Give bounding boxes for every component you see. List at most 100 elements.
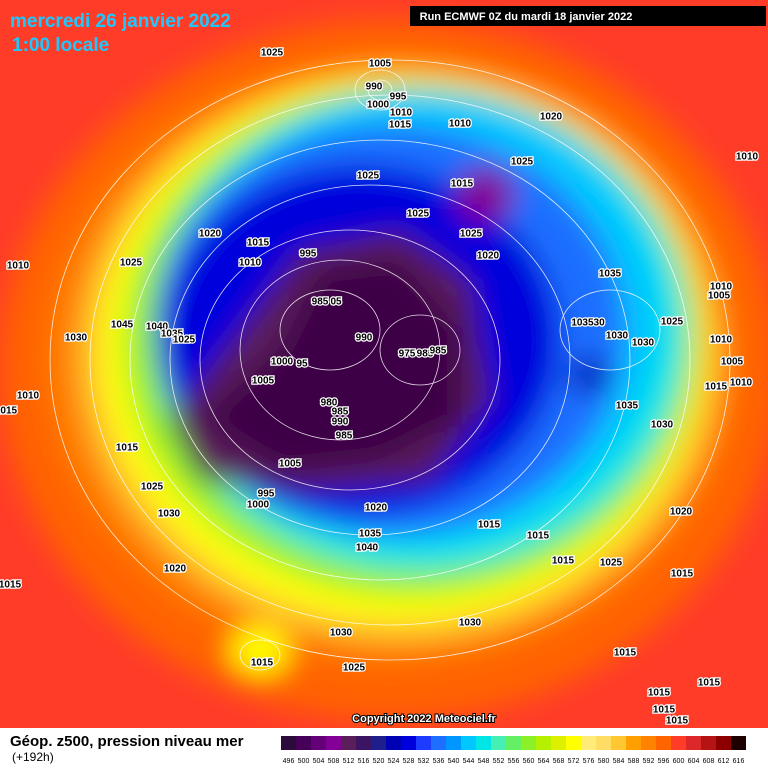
isobar-label: 1030 [632,338,655,349]
colorbar-swatch [671,736,686,750]
colorbar-swatch [596,736,611,750]
isobar-label: 1015 [116,443,139,454]
colorbar-label: 536 [433,758,445,765]
colorbar-label: 544 [463,758,475,765]
colorbar-swatch [371,736,386,750]
isobar-label: 985 [417,349,434,360]
isobar-label: 1025 [661,317,684,328]
isobar-label: 1030 [158,509,181,520]
colorbar-swatch [296,736,311,750]
colorbar-swatch [701,736,716,750]
colorbar-label: 576 [583,758,595,765]
isobar-label: 985 [312,297,329,308]
isobar-label: 1020 [540,112,563,123]
colorbar-label: 604 [688,758,700,765]
isobar-label: 1015 [0,406,18,417]
isobar-label: 980 [321,398,338,409]
isobar-label: 1005 [708,291,731,302]
colorbar-label: 552 [493,758,505,765]
colorbar-label: 548 [478,758,490,765]
colorbar-swatch [581,736,596,750]
isobar-label: 1025 [357,171,380,182]
isobar-label: 1000 [271,357,294,368]
isobar-label: 1010 [390,108,413,119]
isobar-label: 1025 [460,229,483,240]
isobar-label: 1005 [369,59,392,70]
isobar-label: 1010 [239,258,262,269]
isobar-label: 1045 [111,320,134,331]
isobar-label: 1015 [251,658,274,669]
isobar-label: 995 [390,92,407,103]
isobar-label: 1025 [173,335,196,346]
colorbar-swatch [311,736,326,750]
isobar-label: 1035 [359,529,382,540]
colorbar-swatch [731,736,746,750]
colorbar-label: 516 [358,758,370,765]
isobar-label: 990 [366,82,383,93]
colorbar-swatch [686,736,701,750]
colorbar-swatch [656,736,671,750]
colorbar-label: 608 [703,758,715,765]
colorbar-label: 512 [343,758,355,765]
isobar-label: 1005 [252,376,275,387]
lead-time: (+192h) [12,750,54,764]
isobar-label: 1010 [449,119,472,130]
isobar-label: 1020 [670,507,693,518]
isobar-label: 95 [296,359,308,370]
isobar-label: 995 [258,489,275,500]
isobar-label: 1015 [247,238,270,249]
colorbar-swatch [551,736,566,750]
colorbar-swatch [716,736,731,750]
colorbar-swatch [326,736,341,750]
isobar-label: 1015 [527,531,550,542]
colorbar-swatch [431,736,446,750]
colorbar-swatch [416,736,431,750]
isobar-label: 1010 [710,282,733,293]
isobar-label: 1005 [279,459,302,470]
colorbar-label: 612 [718,758,730,765]
isobar-label: 1030 [65,333,88,344]
isobar-label: 1030 [606,331,629,342]
isobar-label: 1025 [261,48,284,59]
run-box [410,6,766,26]
colorbar-label: 532 [418,758,430,765]
isobar-label: 1015 [478,520,501,531]
colorbar-label: 616 [733,758,745,765]
colorbar-swatch [281,736,296,750]
colorbar-swatch [521,736,536,750]
isobar-label: 1000 [367,100,390,111]
colorbar-label: 496 [283,758,295,765]
isobar-label: 1025 [407,209,430,220]
isobar-label: 1030 [651,420,674,431]
colorbar-swatch [356,736,371,750]
isobar-label: 1035 [161,329,184,340]
isobar-label: 1015 [389,120,412,131]
colorbar-swatch [386,736,401,750]
colorbar-label: 508 [328,758,340,765]
isobar-label: 1015 [614,648,637,659]
isobar-label: 1040 [146,322,169,333]
colorbar-label: 504 [313,758,325,765]
colorbar-label: 528 [403,758,415,765]
colorbar-label: 596 [658,758,670,765]
isobar-label: 1015 [451,179,474,190]
isobar-label: 05 [330,297,342,308]
isobar-label: 1000 [247,500,270,511]
colorbar-swatch [626,736,641,750]
isobar-label: 1015 [653,705,676,716]
isobar-label: 1020 [164,564,187,575]
isobar-label: 1015 [705,382,728,393]
colorbar-label: 572 [568,758,580,765]
isobar-label: 1015 [666,716,689,727]
isobar-label: 985 [430,346,447,357]
isobar-label: 1020 [199,229,222,240]
isobar-label: 1010 [710,335,733,346]
colorbar-swatch [401,736,416,750]
time: 1:00 locale [12,35,109,56]
colorbar-label: 500 [298,758,310,765]
isobar-label: 103530 [571,318,605,329]
colorbar-label: 588 [628,758,640,765]
colorbar-label: 600 [673,758,685,765]
run: Run ECMWF 0Z du mardi 18 janvier 2022 [420,11,633,23]
